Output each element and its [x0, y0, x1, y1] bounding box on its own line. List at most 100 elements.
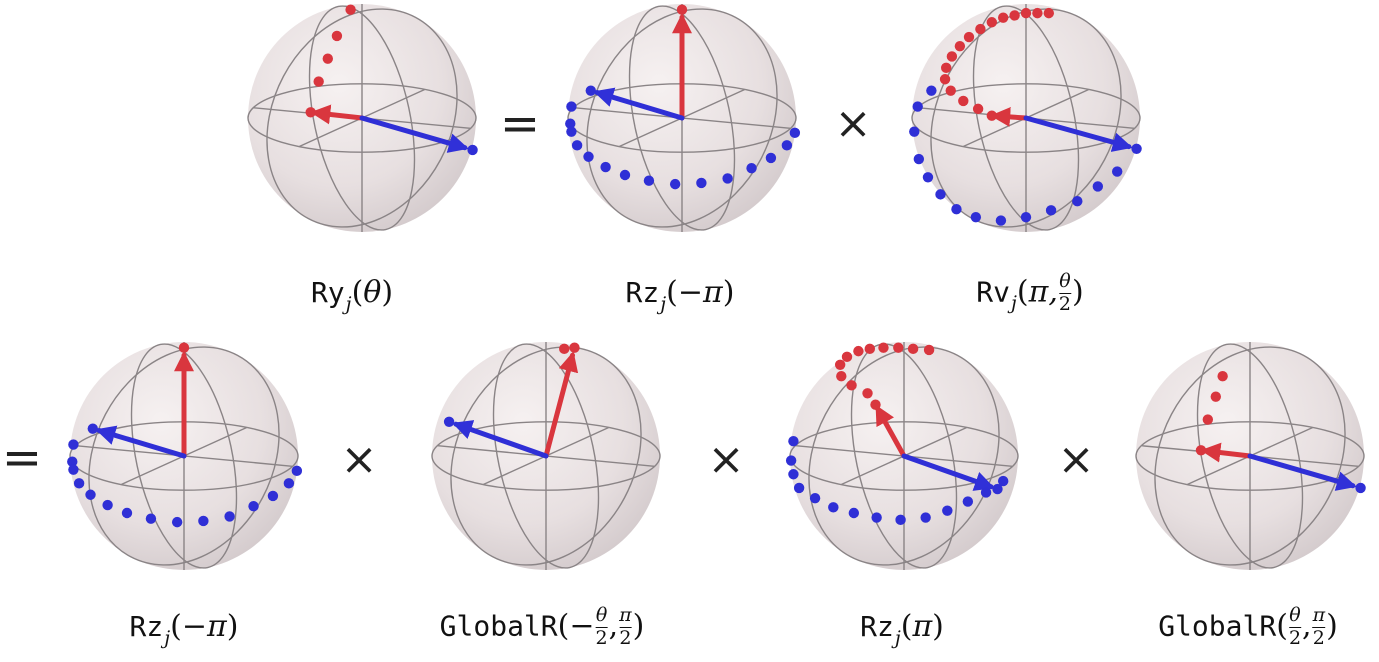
red-trajectory-point [893, 342, 904, 353]
label-name: Rv [976, 275, 1011, 309]
blue-trajectory-point [970, 211, 982, 223]
blue-trajectory-point [102, 499, 113, 511]
blue-trajectory-point [1072, 196, 1083, 207]
blue-state-arrow [901, 453, 995, 491]
label-open: ( [666, 275, 678, 310]
red-trajectory-point [853, 345, 864, 357]
label-open: ( [900, 609, 913, 644]
blue-trajectory-point [871, 512, 882, 523]
label-close: ) [722, 275, 735, 310]
bloch-sphere-rz-pi [785, 342, 1019, 570]
label-sep: , [1302, 608, 1312, 644]
label-name: Rz [860, 610, 894, 643]
red-trajectory-point [676, 4, 688, 15]
red-trajectory-point [986, 17, 997, 28]
label-name: Rz [625, 276, 660, 309]
red-trajectory-point [1195, 445, 1207, 456]
label-rz-pi: Rzj(π) [860, 612, 944, 648]
blue-trajectory-point [913, 153, 925, 165]
sphere-meridian [628, 5, 736, 231]
sphere-meridian [266, 8, 458, 228]
blue-trajectory-point [87, 423, 99, 434]
blue-trajectory-point [85, 489, 96, 500]
red-trajectory-point [907, 343, 919, 355]
blue-trajectory-point [920, 512, 931, 523]
label-name: GlobalR [439, 609, 558, 643]
fraction-numerator: θ [1289, 604, 1301, 626]
label-name: GlobalR [1158, 609, 1277, 643]
bloch-sphere-globalr-minus [431, 342, 661, 570]
blue-trajectory-point [809, 492, 821, 504]
blue-trajectory-point [1092, 181, 1104, 192]
red-trajectory-point [923, 344, 935, 356]
blue-trajectory-point [785, 455, 797, 466]
fraction-bar [1288, 626, 1302, 628]
blue-trajectory-point [1112, 166, 1123, 177]
blue-state-arrow [452, 420, 549, 459]
blue-state-arrow [1023, 115, 1133, 152]
fraction-denominator: 2 [1312, 626, 1325, 649]
label-ry-theta: Ryj(θ) [311, 278, 393, 314]
label-sub: j [345, 293, 352, 315]
label-open: ( [1016, 274, 1029, 310]
blue-trajectory-point [746, 162, 757, 174]
bloch-sphere-rz-minus-pi-bottom [67, 342, 303, 570]
blue-trajectory-point [789, 127, 801, 139]
red-trajectory-point [836, 371, 847, 382]
blue-trajectory-point [1355, 482, 1366, 494]
fraction-bar [619, 626, 632, 628]
red-state-arrow [1200, 442, 1253, 463]
blue-trajectory-point [145, 513, 157, 524]
sphere-meridian [972, 5, 1080, 231]
label-open: ( [170, 609, 182, 644]
fraction-denominator: 2 [619, 626, 632, 649]
sphere-meridian [450, 346, 642, 566]
label-sub: j [1011, 292, 1017, 315]
red-trajectory-point [1210, 391, 1222, 402]
blue-trajectory-point [68, 439, 79, 450]
blue-trajectory-point [566, 126, 577, 137]
red-trajectory-point [834, 359, 846, 370]
blue-trajectory-point [443, 416, 455, 427]
red-trajectory-point [569, 342, 580, 353]
red-trajectory-point [870, 399, 881, 410]
blue-trajectory-point [788, 469, 799, 480]
red-trajectory-point [972, 103, 984, 115]
label-close: ) [1326, 608, 1338, 644]
label-open: ( [557, 608, 570, 644]
bloch-sphere-globalr-plus [1135, 342, 1366, 570]
label-sep: , [608, 608, 619, 644]
red-state-arrow [543, 351, 579, 459]
red-trajectory-point [1043, 7, 1055, 19]
label-arg: θ [363, 275, 382, 310]
label-rv-pi-theta2: Rvj(π, θ 2) [976, 271, 1084, 315]
fraction-denominator: 2 [595, 626, 608, 649]
label-arg: −π [677, 275, 723, 310]
equals-operator: = [1, 430, 43, 486]
blue-trajectory-point [909, 126, 920, 137]
times-operator: × [834, 98, 872, 149]
blue-state-arrow [593, 87, 685, 121]
red-trajectory-point [998, 12, 1009, 23]
blue-trajectory-point [793, 482, 805, 494]
blue-trajectory-point [942, 505, 953, 516]
blue-trajectory-point [1020, 211, 1032, 223]
red-trajectory-point [1032, 7, 1043, 19]
blue-trajectory-point [583, 151, 594, 162]
red-trajectory-point [945, 85, 956, 96]
blue-trajectory-point [643, 175, 655, 186]
sphere-meridian [1196, 343, 1304, 569]
blue-state-arrow [1247, 453, 1357, 491]
red-trajectory-point [963, 31, 975, 43]
blue-trajectory-point [171, 516, 183, 528]
red-trajectory-point [862, 388, 873, 399]
blue-trajectory-point [198, 515, 209, 527]
label-close: ) [1071, 274, 1084, 310]
sphere-meridian [808, 346, 1000, 566]
blue-trajectory-point [73, 478, 85, 489]
label-globalr-plus: GlobalR(θ 2, π 2) [1158, 604, 1338, 649]
blue-trajectory-point [788, 435, 799, 447]
